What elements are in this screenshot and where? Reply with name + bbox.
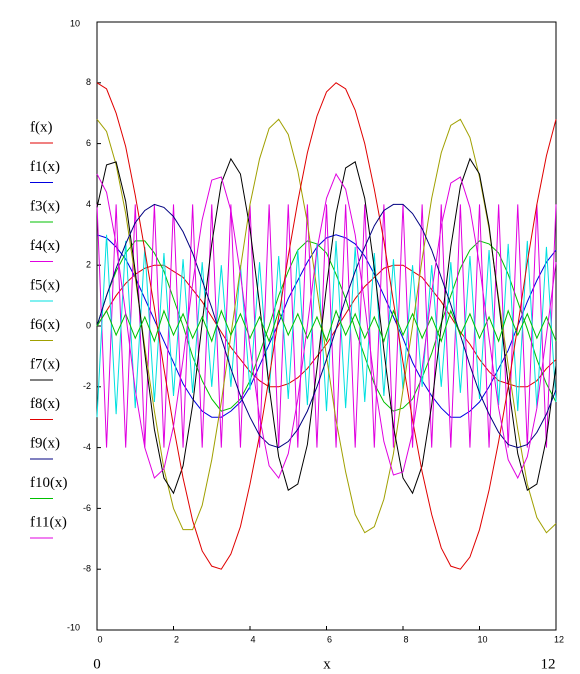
x-limit-label: 12 xyxy=(541,656,556,672)
legend-label: f5(x) xyxy=(30,277,60,293)
y-tick-label: -8 xyxy=(83,564,91,574)
y-tick-label: 6 xyxy=(86,138,91,148)
legend-label: f8(x) xyxy=(30,396,60,412)
series-line xyxy=(96,234,557,418)
y-limit-label: -10 xyxy=(67,622,80,632)
x-limit-label: 0 xyxy=(93,656,101,672)
x-tick-label: 10 xyxy=(477,634,487,644)
y-tick-label: 8 xyxy=(86,77,91,87)
x-tick-label: 12 xyxy=(554,634,564,644)
legend-label: f7(x) xyxy=(30,356,60,372)
series-line xyxy=(96,240,557,412)
series-line xyxy=(96,234,557,418)
legend-label: f3(x) xyxy=(30,198,60,214)
legend-label: f1(x) xyxy=(30,159,60,175)
x-tick-label: 8 xyxy=(403,634,408,644)
x-tick-label: 4 xyxy=(250,634,255,644)
series-line xyxy=(96,264,557,388)
y-tick-label: -4 xyxy=(83,442,91,452)
series-line xyxy=(96,118,557,534)
y-limit-label: 10 xyxy=(70,18,80,28)
legend-label: f6(x) xyxy=(30,317,60,333)
y-tick-label: -2 xyxy=(83,381,91,391)
series-line xyxy=(96,309,557,343)
series-line xyxy=(96,203,557,449)
legend-label: f9(x) xyxy=(30,435,60,451)
x-axis-label: x xyxy=(323,656,331,672)
y-tick-label: -6 xyxy=(83,503,91,513)
legend-label: f11(x) xyxy=(30,514,67,530)
y-tick-label: 2 xyxy=(86,260,91,270)
x-tick-label: 0 xyxy=(97,634,102,644)
y-tick-label: 4 xyxy=(86,199,91,209)
x-tick-label: 2 xyxy=(174,634,179,644)
series-line xyxy=(96,172,557,480)
legend-label: f4(x) xyxy=(30,238,60,254)
legend-label: f(x) xyxy=(30,119,53,135)
series-line xyxy=(96,157,557,495)
y-tick-label: 0 xyxy=(86,320,91,330)
legend-label: f10(x) xyxy=(30,475,68,491)
x-tick-label: 6 xyxy=(327,634,332,644)
series-line xyxy=(96,204,557,448)
